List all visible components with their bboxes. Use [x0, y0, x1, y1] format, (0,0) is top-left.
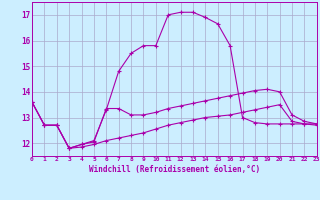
X-axis label: Windchill (Refroidissement éolien,°C): Windchill (Refroidissement éolien,°C)	[89, 165, 260, 174]
